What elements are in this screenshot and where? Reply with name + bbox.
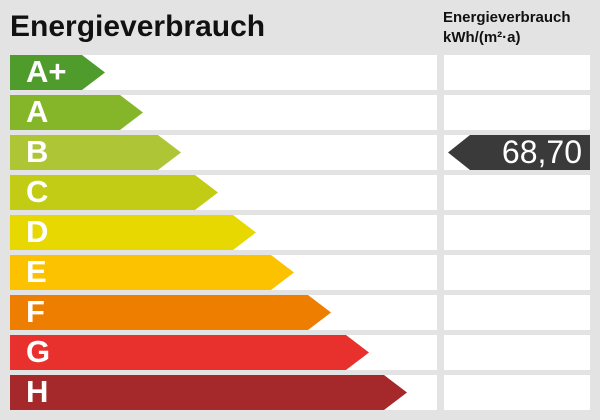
energy-class-label: H xyxy=(26,374,49,409)
value-marker: 68,70 xyxy=(448,135,590,170)
row-track-right xyxy=(444,335,590,370)
row-track-right xyxy=(444,375,590,410)
energy-class-label: A+ xyxy=(26,54,67,89)
energy-class-arrow: C xyxy=(10,175,218,210)
scale-row: H xyxy=(0,375,600,410)
scale-row: B 68,70 xyxy=(0,135,600,170)
energy-class-arrow: E xyxy=(10,255,294,290)
scale-row: A+ xyxy=(0,55,600,90)
energy-class-arrow: D xyxy=(10,215,256,250)
row-track-right xyxy=(444,215,590,250)
scale-row: F xyxy=(0,295,600,330)
row-track-right xyxy=(444,95,590,130)
page-title: Energieverbrauch xyxy=(10,10,266,43)
unit-label: Energieverbrauch kWh/(m²·a) xyxy=(443,8,571,48)
scale-row: A xyxy=(0,95,600,130)
row-track-right xyxy=(444,175,590,210)
row-track-right xyxy=(444,295,590,330)
energy-class-arrow: B xyxy=(10,135,181,170)
energy-class-arrow: A+ xyxy=(10,55,105,90)
energy-class-label: D xyxy=(26,214,49,249)
energy-class-label: A xyxy=(26,94,49,129)
unit-label-line2: kWh/(m²·a) xyxy=(443,29,521,46)
row-track-right xyxy=(444,55,590,90)
scale-row: E xyxy=(0,255,600,290)
energy-class-label: E xyxy=(26,254,47,289)
energy-class-arrow: A xyxy=(10,95,143,130)
energy-class-label: G xyxy=(26,334,51,369)
energy-class-arrow: F xyxy=(10,295,331,330)
row-track-right xyxy=(444,255,590,290)
unit-label-line1: Energieverbrauch xyxy=(443,9,571,26)
energy-class-label: F xyxy=(26,294,45,329)
scale-row: G xyxy=(0,335,600,370)
energy-class-arrow: H xyxy=(10,375,407,410)
energy-class-label: B xyxy=(26,134,49,169)
energy-class-label: C xyxy=(26,174,49,209)
scale-row: C xyxy=(0,175,600,210)
energy-class-arrow: G xyxy=(10,335,369,370)
scale-row: D xyxy=(0,215,600,250)
value-text: 68,70 xyxy=(501,134,582,170)
